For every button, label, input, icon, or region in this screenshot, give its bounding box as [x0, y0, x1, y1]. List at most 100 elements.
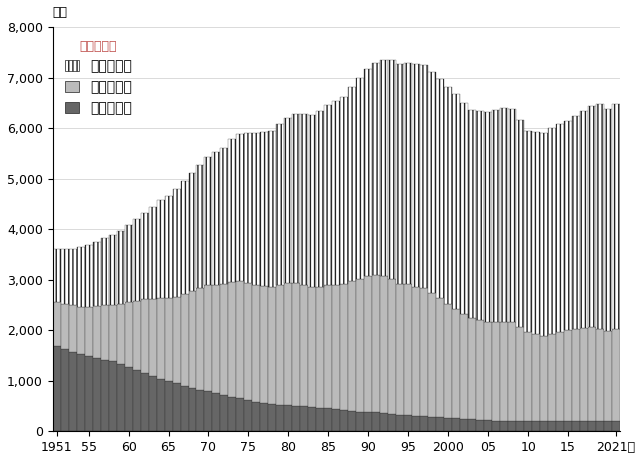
Bar	[156, 201, 165, 298]
Bar	[165, 196, 172, 298]
Bar	[564, 421, 572, 431]
Bar	[421, 65, 428, 288]
Bar	[452, 94, 460, 308]
Bar	[197, 390, 204, 431]
Bar	[60, 349, 69, 431]
Bar	[460, 103, 468, 313]
Bar	[116, 304, 125, 364]
Bar	[388, 60, 396, 279]
Bar	[253, 133, 260, 285]
Bar	[356, 78, 365, 279]
Bar	[132, 219, 141, 301]
Bar	[100, 305, 109, 360]
Bar	[244, 283, 253, 400]
Bar	[532, 421, 540, 431]
Bar	[300, 285, 309, 406]
Bar	[125, 366, 132, 431]
Bar	[556, 332, 564, 421]
Bar	[500, 421, 508, 431]
Bar	[548, 128, 556, 334]
Bar	[181, 386, 188, 431]
Bar	[580, 421, 588, 431]
Bar	[316, 287, 324, 408]
Bar	[253, 285, 260, 402]
Bar	[492, 111, 500, 322]
Bar	[596, 104, 604, 329]
Bar	[197, 165, 204, 288]
Bar	[524, 332, 532, 421]
Bar	[396, 284, 404, 414]
Bar	[548, 334, 556, 421]
Bar	[324, 408, 332, 431]
Bar	[460, 419, 468, 431]
Bar	[396, 414, 404, 431]
Bar	[484, 112, 492, 322]
Bar	[452, 418, 460, 431]
Bar	[172, 383, 181, 431]
Bar	[444, 418, 452, 431]
Bar	[380, 413, 388, 431]
Bar	[244, 400, 253, 431]
Bar	[524, 131, 532, 332]
Bar	[349, 411, 356, 431]
Bar	[460, 313, 468, 419]
Bar	[388, 414, 396, 431]
Bar	[221, 148, 228, 284]
Bar	[580, 112, 588, 328]
Bar	[468, 318, 476, 419]
Bar	[365, 276, 372, 412]
Bar	[293, 114, 300, 283]
Bar	[564, 330, 572, 421]
Bar	[372, 275, 380, 412]
Bar	[69, 249, 77, 306]
Bar	[212, 393, 221, 431]
Bar	[181, 181, 188, 294]
Bar	[165, 298, 172, 381]
Bar	[268, 403, 276, 431]
Bar	[284, 283, 293, 405]
Bar	[500, 108, 508, 322]
Bar	[500, 322, 508, 421]
Bar	[212, 285, 221, 393]
Bar	[612, 104, 620, 329]
Bar	[452, 308, 460, 418]
Bar	[141, 213, 149, 300]
Bar	[212, 153, 221, 285]
Bar	[356, 279, 365, 412]
Bar	[188, 291, 197, 388]
Bar	[540, 337, 548, 421]
Bar	[109, 235, 116, 305]
Bar	[365, 70, 372, 276]
Bar	[85, 245, 93, 307]
Bar	[156, 379, 165, 431]
Bar	[125, 302, 132, 366]
Bar	[324, 105, 332, 285]
Bar	[332, 285, 340, 409]
Bar	[572, 117, 580, 329]
Bar	[428, 293, 436, 417]
Bar	[284, 118, 293, 283]
Bar	[604, 109, 612, 331]
Bar	[204, 285, 212, 391]
Bar	[268, 130, 276, 287]
Bar	[100, 238, 109, 305]
Bar	[53, 302, 60, 346]
Bar	[516, 327, 524, 421]
Bar	[380, 276, 388, 413]
Bar	[228, 139, 237, 282]
Bar	[204, 391, 212, 431]
Bar	[85, 307, 93, 355]
Bar	[580, 328, 588, 421]
Bar	[181, 294, 188, 386]
Bar	[244, 133, 253, 283]
Bar	[548, 421, 556, 431]
Bar	[116, 230, 125, 304]
Bar	[93, 358, 100, 431]
Bar	[444, 87, 452, 304]
Bar	[60, 304, 69, 349]
Bar	[60, 249, 69, 304]
Bar	[221, 396, 228, 431]
Bar	[468, 110, 476, 318]
Bar	[316, 112, 324, 287]
Bar	[260, 402, 268, 431]
